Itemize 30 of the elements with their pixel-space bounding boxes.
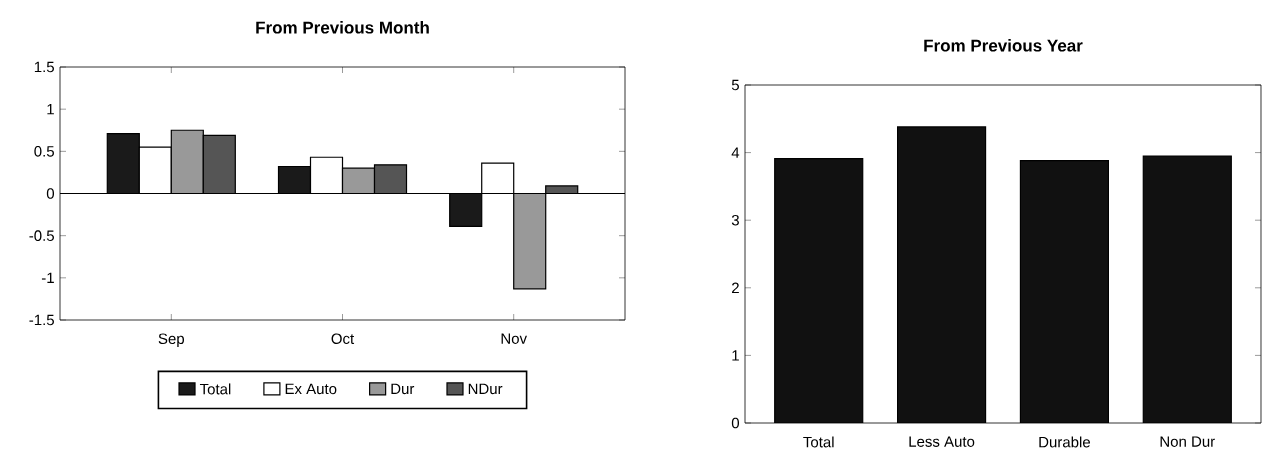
legend-label: Ex Auto (285, 383, 337, 395)
legend-label: NDur (468, 383, 503, 395)
bar (897, 126, 986, 423)
y-tick-label: 1.5 (34, 61, 54, 73)
y-tick-label: 3 (731, 214, 739, 226)
y-tick-label: 0 (46, 188, 55, 199)
x-tick-label: Oct (331, 333, 355, 345)
x-tick-label: Nov (501, 333, 527, 344)
y-tick-label: -1 (41, 272, 54, 283)
bar (1142, 155, 1232, 423)
x-tick-label: Less Auto (909, 436, 975, 447)
y-tick-label: 4 (731, 147, 740, 158)
x-tick-label: Sep (158, 333, 185, 347)
chart-title: From Previous Month (256, 21, 429, 34)
y-tick-label: 5 (731, 79, 739, 91)
y-tick-label: 0.5 (34, 146, 54, 157)
y-tick-label: 0 (731, 417, 740, 429)
y-tick-label: -1.5 (29, 314, 54, 326)
x-tick-label: Non Dur (1160, 436, 1215, 447)
y-tick-label: -0.5 (29, 230, 54, 241)
bar (774, 158, 863, 423)
y-tick-label: 2 (732, 282, 739, 294)
bar (1020, 160, 1109, 423)
y-tick-label: 1 (732, 350, 739, 361)
chart-title: From Previous Year (924, 39, 1083, 52)
legend-label: Dur (391, 383, 415, 395)
x-tick-label: Durable (1039, 436, 1091, 448)
legend-label: Total (199, 383, 231, 395)
x-tick-label: Total (803, 436, 834, 448)
y-tick-label: 1 (47, 104, 54, 115)
